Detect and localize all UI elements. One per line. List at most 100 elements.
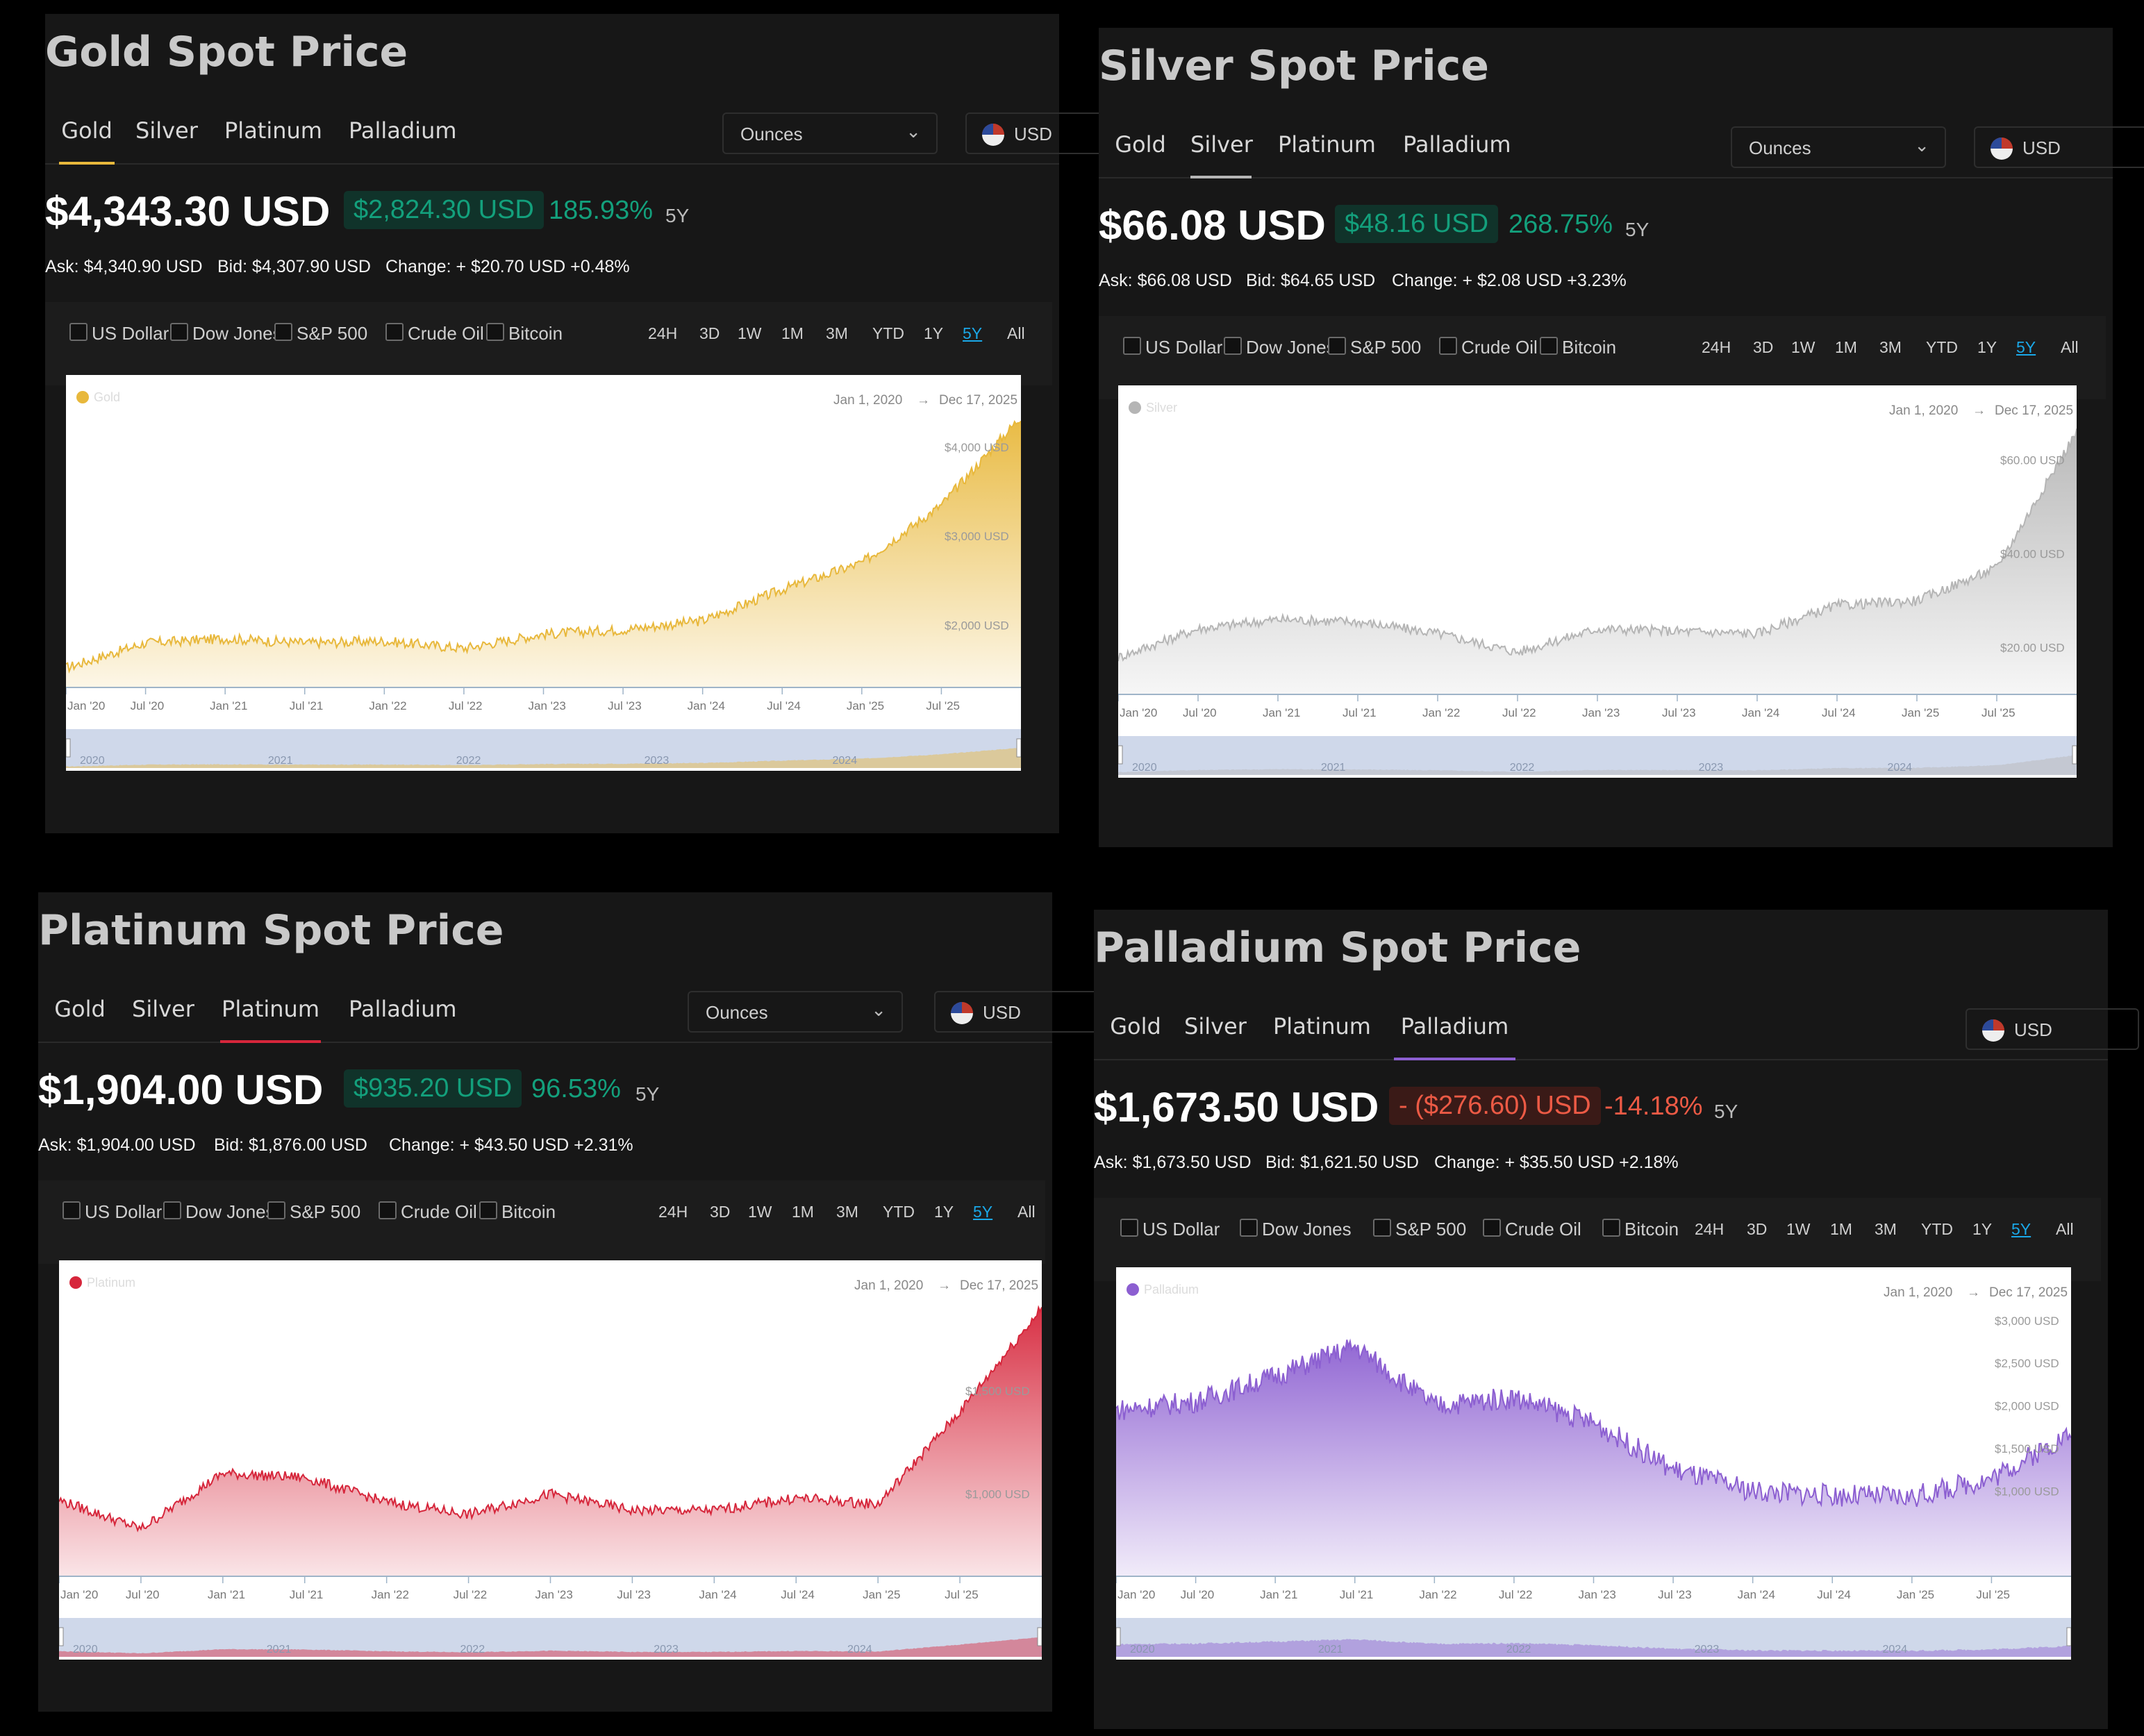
range-button-1m[interactable]: 1M (1835, 338, 1857, 356)
compare-checkbox-us-dollar[interactable]: US Dollar (69, 323, 169, 344)
range-button-1y[interactable]: 1Y (924, 324, 944, 342)
compare-checkbox-s-p-500[interactable]: S&P 500 (274, 323, 367, 344)
range-button-1y[interactable]: 1Y (1972, 1220, 1993, 1238)
compare-checkbox-dow-jones[interactable]: Dow Jones (163, 1201, 275, 1223)
compare-checkbox-crude-oil[interactable]: Crude Oil (379, 1201, 477, 1223)
unit-select[interactable]: Ounces ⌄ (722, 112, 938, 154)
range-button-all[interactable]: All (2061, 338, 2079, 356)
range-button-3m[interactable]: 3M (836, 1203, 858, 1221)
range-button-1m[interactable]: 1M (1830, 1220, 1852, 1238)
range-button-3d[interactable]: 3D (1753, 338, 1774, 356)
range-button-5y[interactable]: 5Y (2011, 1220, 2031, 1238)
range-button-ytd[interactable]: YTD (1921, 1220, 1953, 1238)
tab-platinum[interactable]: Platinum (220, 996, 321, 1043)
range-button-3m[interactable]: 3M (826, 324, 848, 342)
range-button-3d[interactable]: 3D (1747, 1220, 1768, 1238)
range-button-1y[interactable]: 1Y (934, 1203, 954, 1221)
compare-checkbox-s-p-500[interactable]: S&P 500 (1373, 1219, 1466, 1240)
tab-gold[interactable]: Gold (1110, 1013, 1161, 1040)
range-button-all[interactable]: All (2056, 1220, 2074, 1238)
checkbox-box[interactable] (1483, 1219, 1501, 1237)
compare-checkbox-crude-oil[interactable]: Crude Oil (385, 323, 484, 344)
checkbox-box[interactable] (1120, 1219, 1138, 1237)
checkbox-box[interactable] (163, 1201, 181, 1219)
range-button-all[interactable]: All (1007, 324, 1025, 342)
tab-silver[interactable]: Silver (1190, 131, 1253, 178)
range-button-5y[interactable]: 5Y (963, 324, 983, 342)
range-button-5y[interactable]: 5Y (973, 1203, 993, 1221)
range-button-3d[interactable]: 3D (699, 324, 720, 342)
range-button-all[interactable]: All (1017, 1203, 1036, 1221)
range-button-1y[interactable]: 1Y (1977, 338, 1997, 356)
tab-gold[interactable]: Gold (1115, 131, 1166, 158)
compare-checkbox-crude-oil[interactable]: Crude Oil (1439, 337, 1538, 358)
checkbox-box[interactable] (1373, 1219, 1391, 1237)
price-chart[interactable]: Palladium Jan 1, 2020 → Dec 17, 2025 $1,000 … (1116, 1267, 2071, 1660)
compare-checkbox-bitcoin[interactable]: Bitcoin (479, 1201, 556, 1223)
tab-gold[interactable]: Gold (54, 996, 106, 1022)
tab-silver[interactable]: Silver (1184, 1013, 1247, 1040)
range-button-ytd[interactable]: YTD (872, 324, 904, 342)
compare-checkbox-bitcoin[interactable]: Bitcoin (486, 323, 563, 344)
compare-checkbox-dow-jones[interactable]: Dow Jones (1240, 1219, 1352, 1240)
tab-palladium[interactable]: Palladium (349, 117, 457, 144)
tab-gold[interactable]: Gold (59, 117, 115, 165)
tab-palladium[interactable]: Palladium (1403, 131, 1511, 158)
checkbox-box[interactable] (170, 323, 188, 341)
range-button-1w[interactable]: 1W (738, 324, 762, 342)
price-chart[interactable]: Silver Jan 1, 2020 → Dec 17, 2025 $20.00 USD… (1118, 385, 2077, 778)
range-button-1w[interactable]: 1W (748, 1203, 772, 1221)
tab-silver[interactable]: Silver (135, 117, 198, 144)
range-button-ytd[interactable]: YTD (883, 1203, 915, 1221)
compare-checkbox-dow-jones[interactable]: Dow Jones (170, 323, 282, 344)
compare-checkbox-us-dollar[interactable]: US Dollar (63, 1201, 162, 1223)
tab-platinum[interactable]: Platinum (224, 117, 322, 144)
compare-checkbox-bitcoin[interactable]: Bitcoin (1602, 1219, 1679, 1240)
price-chart[interactable]: Platinum Jan 1, 2020 → Dec 17, 2025 $1,000 U… (59, 1260, 1042, 1660)
checkbox-box[interactable] (1224, 337, 1242, 355)
currency-select[interactable]: USD (934, 991, 1108, 1033)
compare-checkbox-us-dollar[interactable]: US Dollar (1123, 337, 1222, 358)
checkbox-box[interactable] (1328, 337, 1346, 355)
compare-checkbox-s-p-500[interactable]: S&P 500 (1328, 337, 1421, 358)
range-button-ytd[interactable]: YTD (1926, 338, 1958, 356)
checkbox-box[interactable] (486, 323, 504, 341)
range-button-24h[interactable]: 24H (1702, 338, 1731, 356)
compare-checkbox-s-p-500[interactable]: S&P 500 (267, 1201, 360, 1223)
range-button-1w[interactable]: 1W (1786, 1220, 1811, 1238)
range-button-3d[interactable]: 3D (710, 1203, 731, 1221)
checkbox-box[interactable] (274, 323, 292, 341)
price-chart[interactable]: Gold Jan 1, 2020 → Dec 17, 2025 $2,000 USD $3… (66, 375, 1021, 771)
compare-checkbox-dow-jones[interactable]: Dow Jones (1224, 337, 1336, 358)
currency-select[interactable]: USD (1966, 1008, 2139, 1050)
range-button-24h[interactable]: 24H (1695, 1220, 1725, 1238)
tab-palladium[interactable]: Palladium (1394, 1013, 1515, 1060)
checkbox-box[interactable] (1602, 1219, 1620, 1237)
checkbox-box[interactable] (479, 1201, 497, 1219)
range-button-3m[interactable]: 3M (1879, 338, 1902, 356)
checkbox-box[interactable] (267, 1201, 285, 1219)
tab-platinum[interactable]: Platinum (1273, 1013, 1371, 1040)
unit-select[interactable]: Ounces ⌄ (1731, 126, 1946, 168)
compare-checkbox-bitcoin[interactable]: Bitcoin (1540, 337, 1616, 358)
tab-palladium[interactable]: Palladium (349, 996, 457, 1022)
checkbox-box[interactable] (63, 1201, 81, 1219)
range-button-1m[interactable]: 1M (792, 1203, 814, 1221)
checkbox-box[interactable] (69, 323, 88, 341)
range-button-24h[interactable]: 24H (658, 1203, 688, 1221)
tab-silver[interactable]: Silver (132, 996, 194, 1022)
checkbox-box[interactable] (1240, 1219, 1258, 1237)
currency-select[interactable]: USD (965, 112, 1139, 154)
checkbox-box[interactable] (1540, 337, 1558, 355)
range-button-24h[interactable]: 24H (648, 324, 678, 342)
tab-platinum[interactable]: Platinum (1278, 131, 1376, 158)
checkbox-box[interactable] (385, 323, 404, 341)
unit-select[interactable]: Ounces ⌄ (688, 991, 903, 1033)
currency-select[interactable]: USD (1974, 126, 2144, 168)
compare-checkbox-crude-oil[interactable]: Crude Oil (1483, 1219, 1581, 1240)
compare-checkbox-us-dollar[interactable]: US Dollar (1120, 1219, 1220, 1240)
range-button-1m[interactable]: 1M (781, 324, 804, 342)
checkbox-box[interactable] (1123, 337, 1141, 355)
range-button-1w[interactable]: 1W (1791, 338, 1815, 356)
checkbox-box[interactable] (1439, 337, 1457, 355)
